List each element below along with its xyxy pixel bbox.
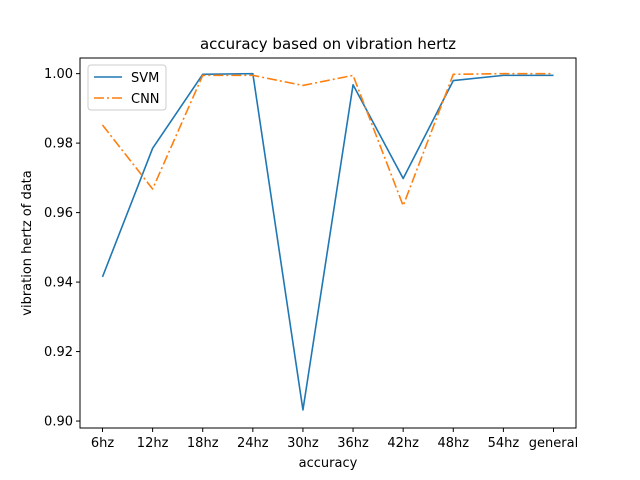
y-tick-label: 0.96 [44,206,73,221]
series-layer [101,72,554,411]
y-tick-label: 0.90 [44,415,73,430]
y-tick-label: 0.94 [44,276,73,291]
x-tick-label: general [529,436,578,451]
y-tick-label: 1.00 [44,67,73,82]
x-axis: 6hz 12hz 18hz 24hz 30hz 36hz 42hz 48hz 54hz gener… [91,428,578,451]
series-line-svm [101,72,554,411]
legend-label-svm: SVM [131,71,159,86]
x-tick-label: 6hz [91,436,115,451]
y-axis: 0.90 0.92 0.94 0.96 0.98 1.00 [44,67,80,430]
legend-label-cnn: CNN [131,92,160,107]
legend: SVM CNN [87,64,167,111]
x-axis-label: accuracy [299,456,358,471]
x-tick-label: 12hz [137,436,169,451]
x-tick-label: 24hz [237,436,269,451]
x-tick-label: 42hz [387,436,419,451]
x-tick-label: 48hz [437,436,469,451]
x-tick-label: 54hz [488,436,520,451]
x-tick-label: 36hz [337,436,369,451]
x-tick-label: 30hz [287,436,319,451]
y-axis-label: vibration hertz of data [20,170,35,315]
y-tick-label: 0.92 [44,345,73,360]
series-line-cnn [101,72,554,207]
y-tick-label: 0.98 [44,137,73,152]
x-tick-label: 18hz [187,436,219,451]
plot-area-frame [79,57,577,429]
chart-title: accuracy based on vibration hertz [200,35,456,53]
